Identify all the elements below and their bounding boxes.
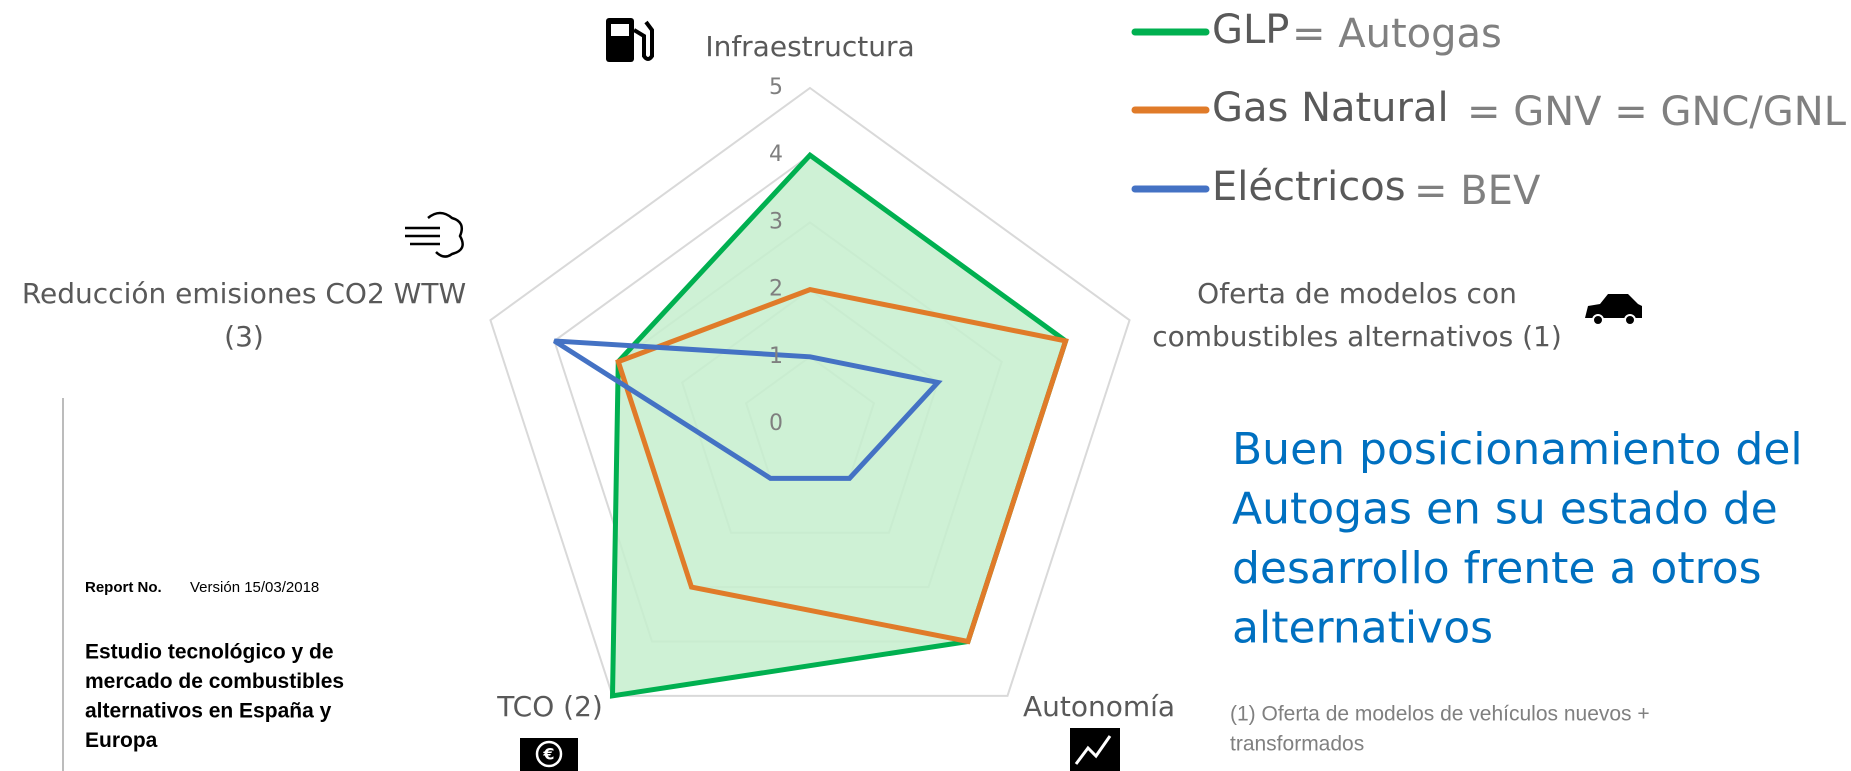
annotation: Buen posicionamiento del Autogas en su es… — [1232, 424, 1803, 654]
report-title-line: mercado de combustibles — [85, 670, 344, 693]
axis-label: TCO (2) — [496, 690, 603, 723]
grid-ring — [489, 86, 1131, 697]
annotation-line: Buen posicionamiento del — [1232, 424, 1803, 475]
axis-label: Autonomía — [1023, 690, 1175, 723]
legend-suffix: = BEV — [1414, 168, 1541, 214]
series-area — [553, 338, 943, 481]
report-title-line: Europa — [85, 729, 158, 752]
annotation-line: desarrollo frente a otros — [1232, 543, 1762, 594]
axis-label: Infraestructura — [705, 30, 914, 63]
tick-label: 4 — [769, 142, 783, 167]
legend-label: GLP — [1212, 7, 1289, 53]
axis-label: Oferta de modelos con — [1197, 277, 1517, 310]
annotation-line: alternativos — [1232, 603, 1493, 654]
wind-icon — [405, 211, 464, 258]
report-title-line: Estudio tecnológico y de — [85, 641, 334, 664]
axis-label: (3) — [224, 320, 264, 353]
legend-label: Eléctricos — [1212, 164, 1406, 210]
legend-label: Gas Natural — [1212, 85, 1449, 131]
tick-label: 2 — [769, 277, 783, 302]
svg-text:€: € — [542, 745, 554, 764]
tick-label: 0 — [769, 411, 783, 436]
axis-label: combustibles alternativos (1) — [1152, 320, 1562, 353]
icons: € — [405, 18, 1642, 771]
legend-suffix: = Autogas — [1292, 11, 1502, 57]
footnote-line: transformados — [1230, 733, 1364, 756]
legend-suffix: = GNV = GNC/GNL — [1467, 89, 1847, 135]
report-title-line: alternativos en España y — [85, 700, 332, 723]
footnote-line: (1) Oferta de modelos de vehículos nuevo… — [1230, 703, 1650, 726]
footnote: (1) Oferta de modelos de vehículos nuevo… — [1230, 703, 1650, 756]
series-area — [609, 151, 1069, 699]
tick-label: 3 — [769, 209, 783, 234]
report-label: Report No. — [85, 579, 162, 596]
tick-label: 1 — [769, 344, 783, 369]
series-area — [615, 287, 1069, 645]
chart-icon — [1070, 728, 1120, 771]
report-title: Estudio tecnológico y de mercado de combu… — [85, 641, 344, 753]
fuel-icon — [606, 18, 654, 62]
tick-label: 5 — [769, 75, 783, 100]
car-icon — [1585, 294, 1642, 326]
report-version: Versión 15/03/2018 — [190, 579, 319, 596]
euro-icon: € — [520, 738, 578, 771]
annotation-line: Autogas en su estado de — [1232, 484, 1778, 535]
axis-label: Reducción emisiones CO2 WTW — [22, 277, 466, 310]
